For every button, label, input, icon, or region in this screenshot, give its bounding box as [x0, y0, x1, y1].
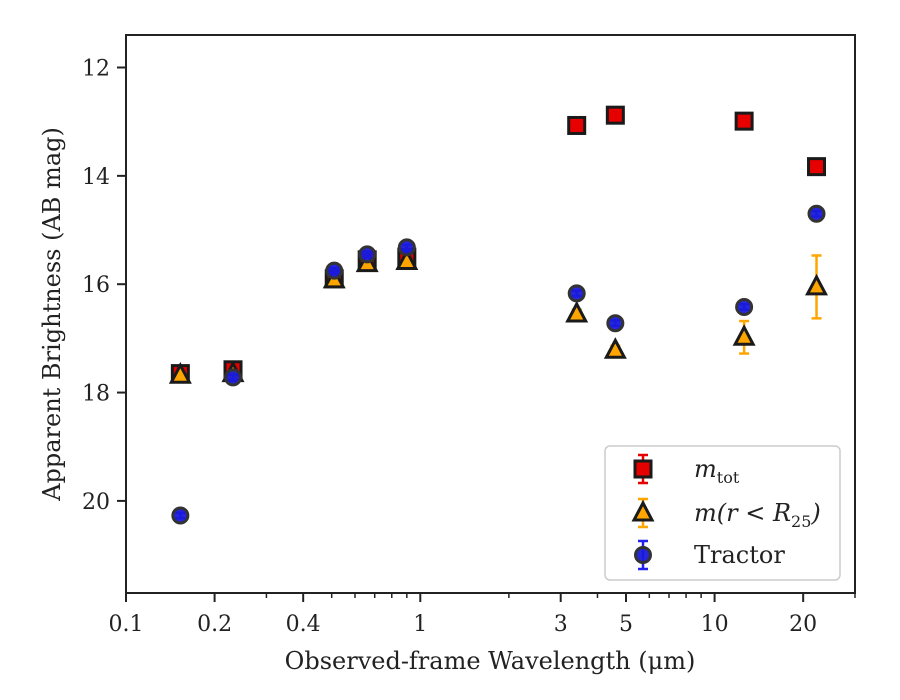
series-circle — [171, 204, 826, 525]
data-point-circle — [735, 297, 754, 316]
data-point-triangle — [631, 499, 655, 522]
data-point-circle — [567, 284, 586, 303]
data-point-triangle — [732, 324, 756, 346]
x-axis-ticks: 0.1 0.2 0.4 1 3 5 10 20 — [109, 593, 817, 637]
data-point-circle — [325, 261, 344, 280]
y-tick-label: 12 — [82, 57, 110, 82]
data-point-triangle — [168, 362, 192, 384]
x-tick-label: 5 — [619, 612, 633, 637]
data-point-circle — [358, 245, 377, 264]
legend-label: Tractor — [694, 541, 785, 569]
data-point-circle — [807, 204, 826, 223]
data-point-triangle — [565, 300, 589, 323]
y-axis-ticks: 12 14 16 18 20 — [82, 57, 126, 515]
x-tick-label: 0.4 — [286, 612, 321, 637]
y-tick-label: 16 — [82, 273, 110, 298]
x-tick-label: 0.2 — [197, 612, 232, 637]
data-point-triangle — [395, 248, 419, 270]
data-point-circle — [397, 238, 416, 257]
data-point-circle — [224, 368, 243, 387]
legend-label: mtot — [694, 455, 740, 487]
x-tick-label: 3 — [554, 612, 568, 637]
x-axis-label: Observed-frame Wavelength (μm) — [285, 647, 696, 675]
data-point-square — [734, 111, 754, 131]
data-point-square — [567, 115, 587, 135]
data-point-square — [605, 105, 625, 125]
legend-label: m(r < R25) — [694, 499, 821, 531]
data-point-triangle — [603, 337, 627, 359]
legend: mtot m(r < R25) Tractor — [604, 445, 841, 581]
y-tick-label: 14 — [82, 165, 110, 190]
data-point-square — [807, 157, 827, 177]
x-tick-label: 10 — [701, 612, 729, 637]
data-point-circle — [606, 314, 625, 333]
plot-frame — [125, 34, 856, 594]
series-layer — [168, 105, 829, 525]
y-axis-label: Apparent Brightness (AB mag) — [38, 127, 66, 502]
data-point-circle — [634, 546, 652, 564]
data-point-circle — [171, 506, 190, 525]
x-tick-label: 20 — [789, 612, 817, 637]
legend-box — [604, 445, 841, 581]
y-tick-label: 20 — [82, 490, 110, 515]
data-point-triangle — [805, 273, 829, 296]
data-point-square — [633, 459, 653, 479]
x-tick-label: 1 — [413, 612, 427, 637]
y-tick-label: 18 — [82, 382, 110, 407]
x-tick-label: 0.1 — [109, 612, 144, 637]
